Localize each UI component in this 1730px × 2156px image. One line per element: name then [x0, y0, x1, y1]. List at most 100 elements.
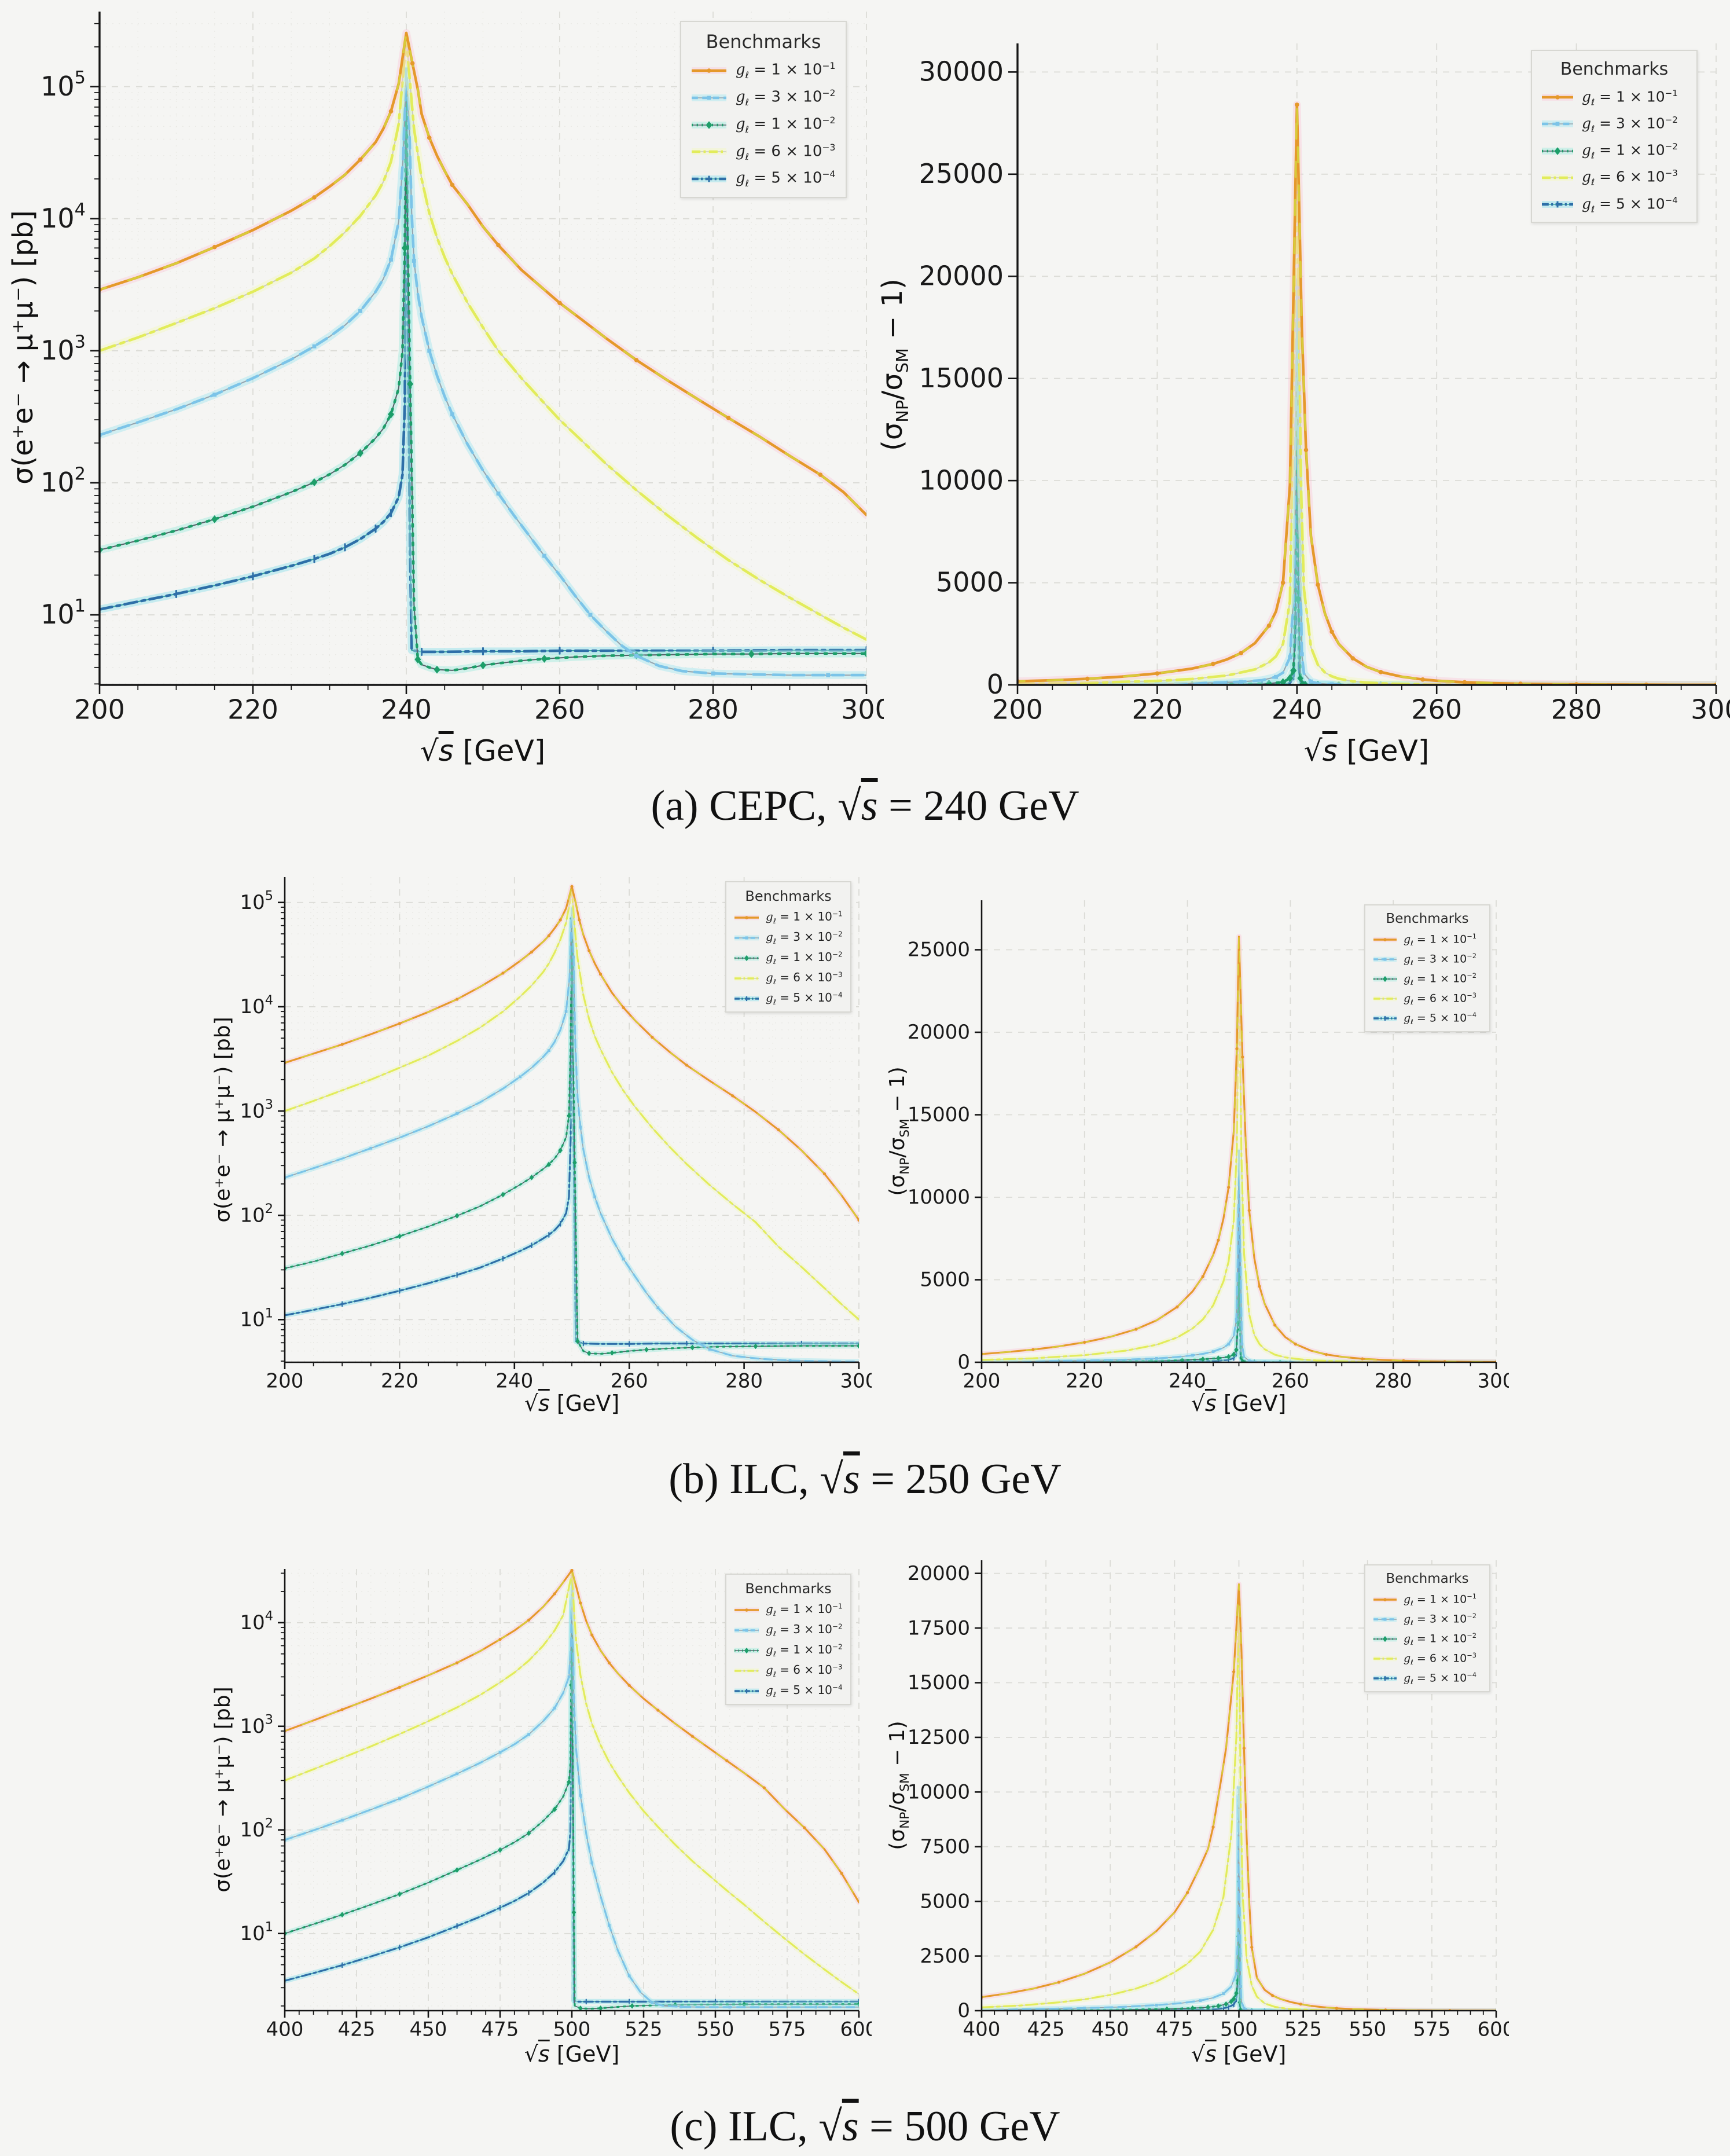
legend-entry-3: gℓ = 6 × 10−3 [1372, 991, 1482, 1006]
x-tick-label: 600 [1478, 2018, 1509, 2041]
legend-entry-label-0: gℓ = 1 × 10−1 [766, 1602, 843, 1618]
x-tick-label: 260 [1411, 694, 1462, 725]
legend-line-sample-3 [734, 1668, 759, 1673]
y-tick-label: 104 [240, 993, 273, 1018]
legend-entry-label-3: gℓ = 6 × 10−3 [766, 970, 843, 986]
series-line-2 [1018, 344, 1716, 685]
legend-entry-label-1: gℓ = 3 × 10−2 [766, 930, 843, 945]
legend-entry-0: gℓ = 1 × 10−1 [733, 1602, 843, 1618]
plot-cL: 400 425 450 475 500 525 550 575 600 101 102 103 104 [210, 1556, 877, 2066]
x-tick-label: 260 [611, 1369, 648, 1392]
x-tick-label: 450 [1092, 2018, 1129, 2041]
y-tick-label: 17500 [908, 1616, 970, 1640]
legend-entry-1: gℓ = 3 × 10−2 [733, 1622, 843, 1638]
legend-aL: Benchmarks gℓ = 1 × 10−1 gℓ = 3 × 10−2 gℓ =… [680, 21, 847, 199]
legend-entry-label-2: gℓ = 1 × 10−2 [766, 1642, 843, 1658]
legend-line-sample-3 [734, 976, 759, 981]
series-line-4 [100, 105, 866, 654]
y-axis-label-bR: (σNP/σSM − 1) [885, 1066, 913, 1196]
series-line-1 [100, 68, 866, 677]
axes: 200 220 240 260 280 300 101 102 103 104 105 [41, 12, 892, 725]
x-tick-label: 525 [1284, 2018, 1322, 2041]
series-line-3 [1018, 148, 1716, 685]
legend-entry-label-3: gℓ = 6 × 10−3 [1404, 1651, 1476, 1667]
legend-entry-label-0: gℓ = 1 × 10−1 [1404, 932, 1476, 947]
x-tick-label: 425 [338, 2018, 376, 2041]
x-tick-label: 525 [625, 2018, 663, 2041]
legend-line-sample-1 [734, 935, 759, 940]
legend-entry-label-1: gℓ = 3 × 10−2 [736, 87, 836, 108]
x-tick-label: 475 [482, 2018, 519, 2041]
x-tick-label: 280 [1375, 1369, 1412, 1392]
y-tick-label: 0 [957, 1999, 970, 2022]
series-halo-2 [1018, 342, 1716, 685]
legend-entry-1: gℓ = 3 × 10−2 [690, 88, 836, 108]
y-tick-label: 5000 [920, 1268, 970, 1292]
y-tick-label: 103 [240, 1097, 273, 1123]
y-tick-label: 102 [41, 464, 86, 498]
legend-entry-2: gℓ = 1 × 10−2 [1372, 971, 1482, 987]
legend-entry-label-0: gℓ = 1 × 10−1 [736, 61, 836, 80]
legend-entry-label-0: gℓ = 1 × 10−1 [766, 910, 843, 925]
legend-title: Benchmarks [706, 31, 821, 53]
legend-entry-label-1: gℓ = 3 × 10−2 [1582, 114, 1678, 134]
series-line-3 [982, 1598, 1496, 2011]
legend-entry-label-2: gℓ = 1 × 10−2 [736, 115, 836, 135]
y-tick-label: 10000 [908, 1781, 970, 1804]
legend-entry-1: gℓ = 3 × 10−2 [1372, 1612, 1482, 1627]
legend-entry-0: gℓ = 1 × 10−1 [1372, 1592, 1482, 1607]
x-tick-label: 550 [697, 2018, 734, 2041]
legend-title: Benchmarks [745, 888, 832, 904]
series-line-1 [285, 1581, 859, 2008]
legend-entry-4: gℓ = 5 × 10−4 [733, 1683, 843, 1699]
plot-bL: 200 220 240 260 280 300 101 102 103 104 105 [210, 864, 877, 1417]
x-tick-label: 240 [495, 1369, 533, 1392]
y-tick-label: 12500 [908, 1726, 970, 1749]
legend-line-sample-1 [1373, 1616, 1397, 1622]
x-tick-label: 300 [840, 1369, 872, 1392]
legend-entry-label-0: gℓ = 1 × 10−1 [1582, 87, 1678, 107]
y-tick-label: 101 [41, 596, 86, 630]
y-tick-label: 20000 [919, 260, 1004, 291]
legend-line-sample-0 [734, 915, 759, 920]
series-line-1 [285, 907, 859, 1362]
y-tick-label: 104 [41, 200, 86, 234]
legend-title: Benchmarks [1560, 59, 1669, 79]
x-tick-label: 200 [266, 1369, 304, 1392]
x-tick-label: 575 [1413, 2018, 1450, 2041]
x-tick-label: 550 [1349, 2018, 1386, 2041]
legend-entry-3: gℓ = 6 × 10−3 [733, 1663, 843, 1678]
legend-entry-label-4: gℓ = 5 × 10−4 [1582, 195, 1678, 215]
chart-canvas-aL: 200 220 240 260 280 300 101 102 103 104 105 [41, 12, 892, 725]
y-tick-label: 103 [41, 332, 86, 366]
legend-line-sample-1 [692, 94, 726, 101]
chart-canvas-aR: 200 220 240 260 280 300 0 5000 10000 15000 20000 25… [919, 43, 1730, 725]
x-tick-label: 475 [1156, 2018, 1193, 2041]
y-tick-label: 30000 [919, 56, 1004, 87]
legend-line-sample-4 [734, 1688, 759, 1693]
series-halo-1 [1018, 276, 1716, 685]
legend-entry-label-4: gℓ = 5 × 10−4 [766, 1683, 843, 1699]
legend-entry-label-2: gℓ = 1 × 10−2 [766, 950, 843, 966]
series-line-3 [285, 889, 859, 1321]
y-tick-label: 20000 [908, 1021, 970, 1044]
legend-line-sample-4 [1373, 1015, 1397, 1021]
radical-sign: √ [838, 782, 861, 830]
legend-line-sample-3 [1373, 1656, 1397, 1662]
axes: 200 220 240 260 280 300 101 102 103 104 105 [240, 877, 877, 1392]
legend-entry-label-1: gℓ = 3 × 10−2 [1404, 951, 1476, 967]
legend-line-sample-1 [1373, 956, 1397, 962]
y-tick-label: 7500 [920, 1835, 970, 1858]
chart-canvas-cL: 400 425 450 475 500 525 550 575 600 101 102 103 104 [240, 1569, 877, 2041]
legend-entry-label-1: gℓ = 3 × 10−2 [766, 1622, 843, 1638]
legend-entry-label-4: gℓ = 5 × 10−4 [1404, 1011, 1476, 1026]
axes: 200 220 240 260 280 300 0 5000 10000 15000 20000 25… [908, 900, 1515, 1392]
y-tick-label: 101 [240, 1306, 273, 1331]
legend-entry-2: gℓ = 1 × 10−2 [690, 115, 836, 135]
x-tick-label: 575 [769, 2018, 806, 2041]
x-tick-label: 280 [688, 694, 739, 725]
caption-a: (a) CEPC, √s = 240 GeV [651, 782, 1079, 830]
y-tick-label: 10000 [919, 464, 1004, 496]
series-line-3 [285, 1572, 859, 1995]
